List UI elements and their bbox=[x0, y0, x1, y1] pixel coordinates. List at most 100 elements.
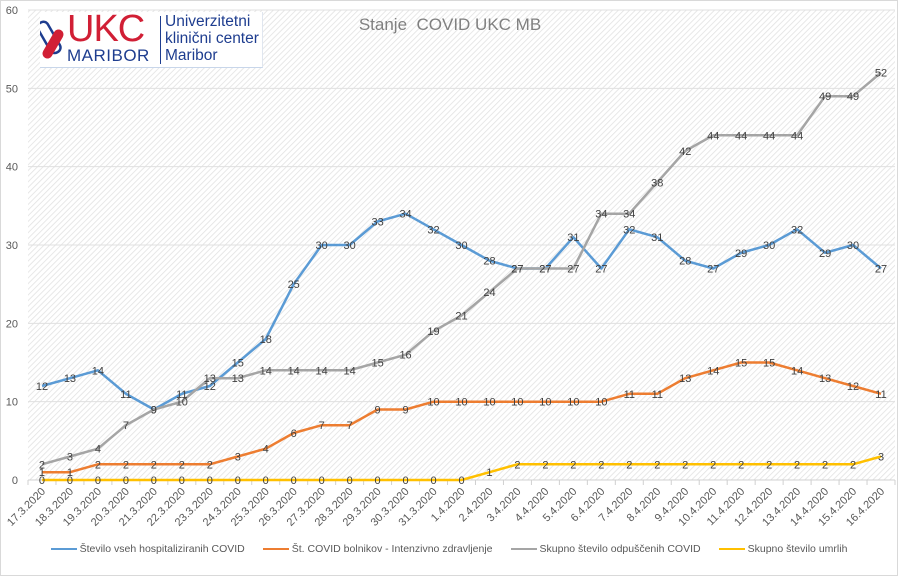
data-label: 10 bbox=[455, 397, 467, 409]
data-label: 30 bbox=[316, 240, 328, 252]
y-tick-label: 60 bbox=[6, 5, 18, 17]
data-label: 4 bbox=[263, 444, 269, 456]
data-label: 38 bbox=[651, 177, 663, 189]
data-label: 27 bbox=[875, 264, 887, 276]
data-label: 2 bbox=[626, 459, 632, 471]
data-label: 2 bbox=[514, 459, 520, 471]
data-label: 33 bbox=[371, 217, 383, 229]
y-tick-label: 20 bbox=[6, 318, 18, 330]
data-label: 30 bbox=[344, 240, 356, 252]
data-label: 49 bbox=[819, 91, 831, 103]
chart-title: Stanje COVID UKC MB bbox=[359, 15, 541, 34]
data-label: 9 bbox=[403, 405, 409, 417]
data-label: 12 bbox=[847, 381, 859, 393]
data-label: 49 bbox=[847, 91, 859, 103]
legend-label: Število vseh hospitaliziranih COVID bbox=[79, 543, 245, 555]
y-tick-label: 10 bbox=[6, 397, 18, 409]
data-label: 2 bbox=[654, 459, 660, 471]
data-label: 24 bbox=[483, 287, 495, 299]
data-label: 2 bbox=[39, 459, 45, 471]
data-label: 29 bbox=[819, 248, 831, 260]
data-label: 14 bbox=[92, 365, 104, 377]
y-tick-label: 50 bbox=[6, 83, 18, 95]
series-line-3 bbox=[42, 455, 882, 482]
data-label: 0 bbox=[291, 475, 297, 487]
ukc-logo: UKC MARIBOR Univerzitetni klinični cente… bbox=[40, 8, 263, 68]
data-label: 13 bbox=[819, 373, 831, 385]
data-label: 15 bbox=[232, 358, 244, 370]
data-label: 12 bbox=[36, 381, 48, 393]
data-label: 0 bbox=[430, 475, 436, 487]
legend-label: Skupno število umrlih bbox=[747, 543, 848, 555]
data-label: 2 bbox=[207, 459, 213, 471]
data-label: 29 bbox=[735, 248, 747, 260]
data-label: 0 bbox=[375, 475, 381, 487]
series-lines bbox=[41, 71, 882, 482]
data-label: 2 bbox=[794, 459, 800, 471]
y-tick-label: 0 bbox=[12, 475, 18, 487]
data-label: 15 bbox=[735, 358, 747, 370]
legend-item-hospitalized: Število vseh hospitaliziranih COVID bbox=[50, 543, 245, 555]
data-label: 0 bbox=[319, 475, 325, 487]
data-label: 10 bbox=[539, 397, 551, 409]
data-label: 28 bbox=[483, 256, 495, 268]
data-label: 14 bbox=[260, 365, 272, 377]
data-label: 2 bbox=[850, 459, 856, 471]
legend-item-intensive-care: Št. COVID bolnikov - Intenzivno zdravlje… bbox=[262, 543, 493, 555]
data-label: 13 bbox=[232, 373, 244, 385]
x-axis: 17.3.202018.3.202019.3.202020.3.202021.3… bbox=[5, 479, 896, 529]
legend-swatch bbox=[50, 548, 77, 550]
data-label: 10 bbox=[483, 397, 495, 409]
logo-line-1: Univerzitetni bbox=[165, 13, 251, 30]
data-label: 44 bbox=[735, 130, 747, 142]
data-label: 2 bbox=[710, 459, 716, 471]
data-label: 10 bbox=[567, 397, 579, 409]
y-axis: 0 10 20 30 40 50 60 bbox=[6, 5, 18, 487]
legend-swatch bbox=[510, 548, 537, 550]
data-label: 7 bbox=[319, 420, 325, 432]
data-label: 0 bbox=[39, 475, 45, 487]
data-label: 2 bbox=[766, 459, 772, 471]
data-label: 2 bbox=[179, 459, 185, 471]
data-label: 30 bbox=[455, 240, 467, 252]
data-label: 0 bbox=[235, 475, 241, 487]
data-label: 1 bbox=[486, 467, 492, 479]
data-label: 6 bbox=[291, 428, 297, 440]
data-label: 21 bbox=[455, 311, 467, 323]
data-label: 30 bbox=[847, 240, 859, 252]
data-label: 32 bbox=[623, 224, 635, 236]
data-label: 10 bbox=[427, 397, 439, 409]
data-label: 15 bbox=[763, 358, 775, 370]
data-label: 9 bbox=[375, 405, 381, 417]
data-label: 14 bbox=[707, 365, 719, 377]
data-label: 2 bbox=[542, 459, 548, 471]
data-label: 44 bbox=[763, 130, 775, 142]
data-label: 27 bbox=[707, 264, 719, 276]
data-label: 10 bbox=[511, 397, 523, 409]
data-label: 11 bbox=[652, 389, 663, 401]
data-label: 31 bbox=[567, 232, 579, 244]
data-label: 27 bbox=[511, 264, 523, 276]
data-label: 44 bbox=[791, 130, 803, 142]
data-label: 32 bbox=[791, 224, 803, 236]
data-label: 27 bbox=[567, 264, 579, 276]
data-label: 2 bbox=[738, 459, 744, 471]
data-label: 0 bbox=[458, 475, 464, 487]
data-label: 0 bbox=[347, 475, 353, 487]
legend-swatch bbox=[262, 548, 289, 550]
chart-legend: Število vseh hospitaliziranih COVID Št. … bbox=[0, 543, 898, 555]
data-label: 16 bbox=[399, 350, 411, 362]
data-label: 14 bbox=[288, 365, 300, 377]
data-label: 15 bbox=[371, 358, 383, 370]
data-label: 44 bbox=[707, 130, 719, 142]
data-label: 34 bbox=[595, 209, 607, 221]
data-label: 11 bbox=[120, 389, 131, 401]
data-label: 34 bbox=[399, 209, 411, 221]
data-label: 3 bbox=[878, 452, 884, 464]
data-label: 7 bbox=[347, 420, 353, 432]
series-line-0 bbox=[41, 212, 882, 411]
logo-institution: Univerzitetni klinični center Maribor bbox=[165, 13, 259, 64]
logo-line-2: klinični center bbox=[165, 30, 259, 47]
